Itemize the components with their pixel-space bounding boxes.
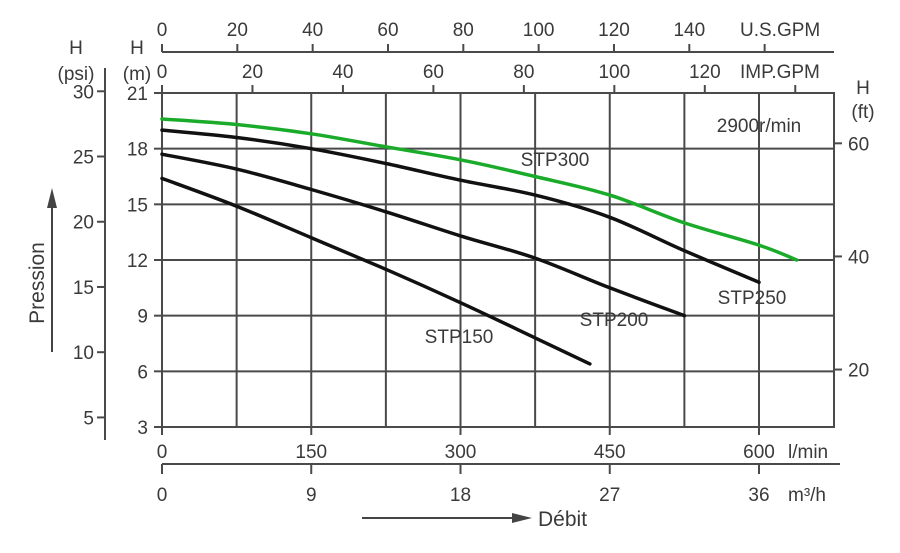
m-axis-tick-label: 6: [137, 362, 148, 383]
us-gpm-axis-tick-label: 140: [673, 20, 705, 41]
ft-axis-tick-label: 20: [848, 361, 869, 382]
us-gpm-axis-tick-label: 20: [227, 20, 248, 41]
imp-gpm-axis-tick-label: 60: [423, 62, 444, 83]
lmin-axis-tick-label: 0: [157, 442, 168, 463]
us-gpm-axis-tick-label: 80: [453, 20, 474, 41]
m-axis-tick-label: 3: [137, 418, 148, 439]
h-psi-label: H: [69, 38, 83, 59]
m-axis-tick-label: 15: [127, 195, 148, 216]
psi-unit-label: (psi): [58, 64, 95, 85]
debit-arrow-head: [512, 513, 532, 523]
pression-axis-title: Pression: [26, 242, 49, 324]
imp-gpm-axis-tick-label: 100: [598, 62, 630, 83]
stp150-label: STP150: [425, 327, 494, 348]
imp-gpm-axis-tick-label: 120: [689, 62, 721, 83]
psi-axis-tick-label: 25: [73, 148, 94, 169]
us-gpm-axis-tick-label: 40: [302, 20, 323, 41]
lmin-axis-tick-label: 150: [295, 442, 327, 463]
stp300-label: STP300: [521, 150, 590, 171]
m-axis-tick-label: 21: [127, 84, 148, 105]
curve-stp150: [160, 176, 592, 366]
m-axis-tick-label: 18: [127, 140, 148, 161]
pump-curves: [160, 117, 799, 366]
stp250-label: STP250: [718, 288, 787, 309]
psi-axis-tick-label: 30: [73, 82, 94, 103]
pression-arrow-head: [47, 188, 57, 208]
m3h-axis-tick-label: 0: [157, 485, 168, 506]
m3h-unit-label: m³/h: [788, 485, 826, 506]
h-m-label: H: [130, 38, 144, 59]
plot-grid: [161, 92, 835, 428]
speed-label: 2900r/min: [717, 116, 802, 137]
m3h-axis-tick-label: 9: [306, 485, 317, 506]
m3h-axis-tick-label: 18: [450, 485, 471, 506]
stp200-label: STP200: [580, 310, 649, 331]
m-axis-tick-label: 9: [137, 307, 148, 328]
lmin-axis-tick-label: 300: [445, 442, 477, 463]
lmin-axis-tick-label: 450: [594, 442, 626, 463]
imp-gpm-unit-label: IMP.GPM: [740, 62, 820, 83]
lmin-unit-label: l/min: [788, 442, 828, 463]
imp-gpm-axis-tick-label: 40: [332, 62, 353, 83]
m-unit-label: (m): [123, 64, 151, 85]
ft-axis-tick-label: 60: [848, 134, 869, 155]
lmin-axis-tick-label: 600: [743, 442, 775, 463]
us-gpm-axis-tick-label: 100: [523, 20, 555, 41]
curve-stp250: [160, 128, 761, 285]
debit-axis-title: Débit: [538, 508, 587, 531]
psi-axis-tick-label: 15: [73, 278, 94, 299]
us-gpm-unit-label: U.S.GPM: [740, 20, 820, 41]
us-gpm-axis-tick-label: 0: [157, 20, 168, 41]
psi-axis-tick-label: 10: [73, 343, 94, 364]
m3h-axis-tick-label: 27: [599, 485, 620, 506]
psi-axis-tick-label: 5: [83, 408, 94, 429]
m-axis-tick-label: 12: [127, 251, 148, 272]
psi-axis-tick-label: 20: [73, 213, 94, 234]
us-gpm-axis-tick-label: 120: [598, 20, 630, 41]
h-ft-label: H: [856, 78, 870, 99]
curve-stp200: [160, 152, 687, 318]
curve-stp300: [160, 117, 799, 262]
imp-gpm-axis-tick-label: 80: [513, 62, 534, 83]
imp-gpm-axis-tick-label: 20: [242, 62, 263, 83]
m3h-axis-tick-label: 36: [748, 485, 769, 506]
ft-unit-label: (ft): [851, 102, 874, 123]
us-gpm-axis-tick-label: 60: [377, 20, 398, 41]
imp-gpm-axis-tick-label: 0: [157, 62, 168, 83]
ft-axis-tick-label: 40: [848, 247, 869, 268]
